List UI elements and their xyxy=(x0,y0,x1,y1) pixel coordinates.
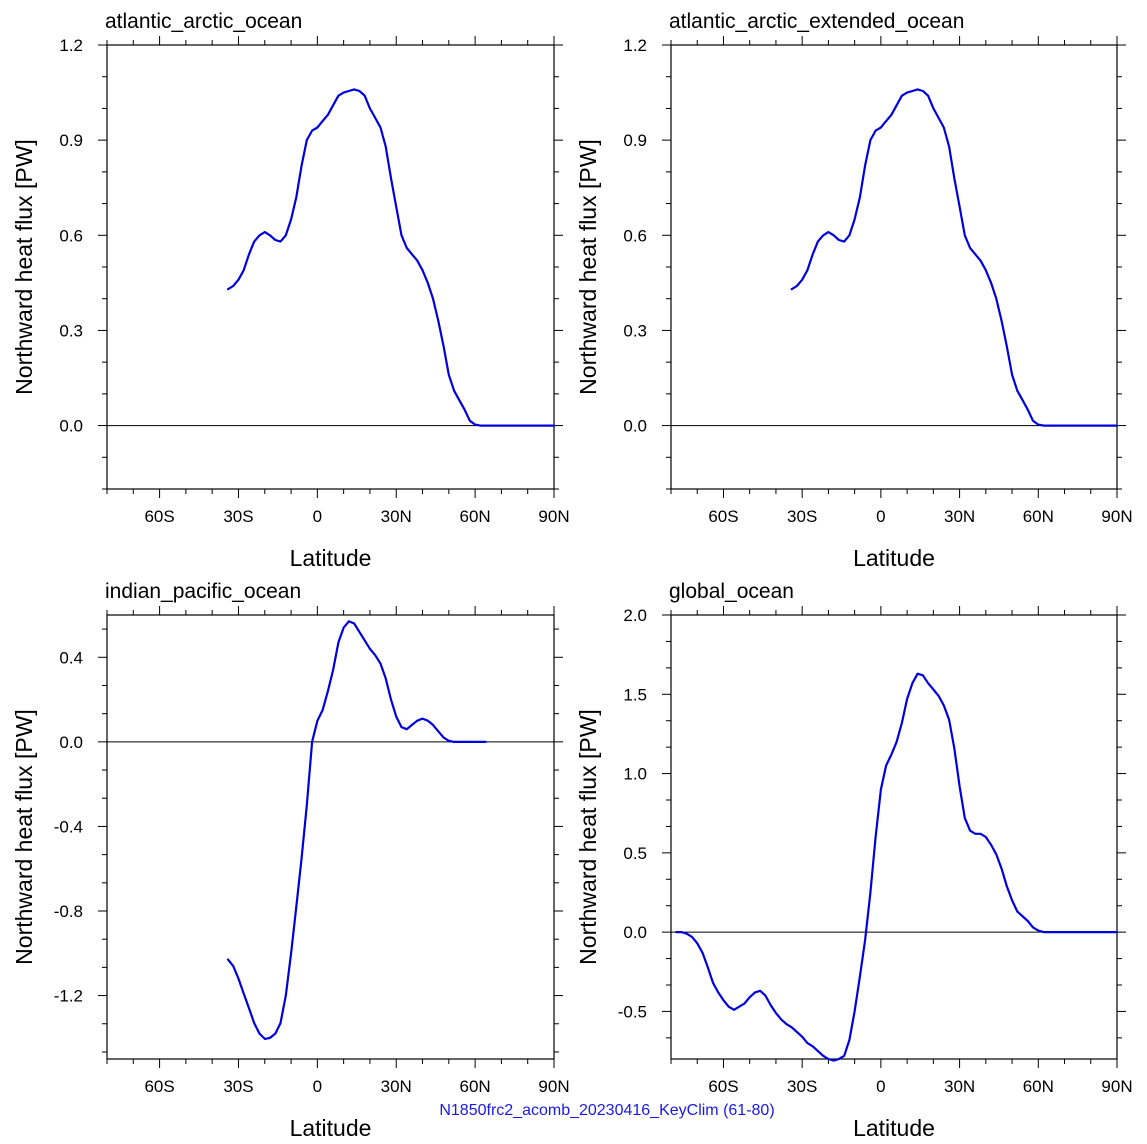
y-tick-label: 1.2 xyxy=(59,36,83,55)
y-tick-label: 0.0 xyxy=(59,733,83,752)
x-tick-label: 60S xyxy=(708,507,738,526)
x-tick-label: 30N xyxy=(944,507,975,526)
x-tick-label: 90N xyxy=(538,1077,569,1096)
series-line-1 xyxy=(226,88,556,427)
plot-frame xyxy=(670,614,1118,1060)
y-tick-label: 0.4 xyxy=(59,648,83,667)
y-tick-label: 0.9 xyxy=(623,131,647,150)
y-tick-label: -0.8 xyxy=(54,902,83,921)
y-axis-label: Northward heat flux [PW] xyxy=(11,139,37,395)
x-tick-label: 60N xyxy=(1023,1077,1054,1096)
x-tick-label: 30S xyxy=(223,1077,253,1096)
x-tick-label: 90N xyxy=(1101,507,1132,526)
y-tick-label: 0.0 xyxy=(623,923,647,942)
chart-panel-2: atlantic_arctic_extended_ocean 60S 30S 0 30N… xyxy=(575,10,1133,571)
chart-title: global_ocean xyxy=(669,580,794,603)
x-tick-label: 60S xyxy=(144,507,174,526)
y-tick-label: -1.2 xyxy=(54,987,83,1006)
x-tick-label: 30S xyxy=(787,1077,817,1096)
y-tick-label: -0.5 xyxy=(618,1002,647,1021)
x-tick-label: 90N xyxy=(1101,1077,1132,1096)
y-tick-label: 0.5 xyxy=(623,844,647,863)
y-tick-label: 0.3 xyxy=(59,321,83,340)
footer-label: N1850frc2_acomb_20230416_KeyClim (61-80) xyxy=(439,1102,774,1119)
series-line-1 xyxy=(790,88,1119,427)
series-line-1 xyxy=(675,672,1119,1062)
x-tick-label: 90N xyxy=(538,507,569,526)
x-tick-label: 30N xyxy=(381,1077,412,1096)
chart-panels: atlantic_arctic_ocean 60S 30S 0 30N 60N 90N 0.0… xyxy=(11,10,1133,1141)
x-tick-label: 60N xyxy=(460,1077,491,1096)
chart-panel-4: global_ocean 60S 30S 0 30N 60N 90N -0.5 0.0 0.5 1.… xyxy=(575,580,1133,1141)
chart-title: indian_pacific_ocean xyxy=(105,580,301,603)
chart-panel-1: atlantic_arctic_ocean 60S 30S 0 30N 60N 90N 0.0… xyxy=(11,10,570,571)
y-tick-label: 1.2 xyxy=(623,36,647,55)
x-axis-label: Latitude xyxy=(290,545,372,571)
x-tick-label: 0 xyxy=(313,1077,322,1096)
y-tick-label: 0.6 xyxy=(59,226,83,245)
chart-title: atlantic_arctic_extended_ocean xyxy=(669,10,964,33)
y-axis-label: Northward heat flux [PW] xyxy=(575,709,601,965)
x-tick-label: 60N xyxy=(1023,507,1054,526)
y-tick-label: 0.9 xyxy=(59,131,83,150)
x-tick-label: 60N xyxy=(460,507,491,526)
y-tick-label: 1.5 xyxy=(623,685,647,704)
x-tick-label: 60S xyxy=(708,1077,738,1096)
x-tick-label: 30S xyxy=(223,507,253,526)
y-tick-label: 2.0 xyxy=(623,606,647,625)
plot-frame xyxy=(106,614,555,1060)
y-tick-label: 0.3 xyxy=(623,321,647,340)
x-tick-label: 0 xyxy=(313,507,322,526)
series-line-1 xyxy=(226,620,487,1041)
y-tick-label: 1.0 xyxy=(623,765,647,784)
chart-title: atlantic_arctic_ocean xyxy=(105,10,302,33)
x-tick-label: 0 xyxy=(876,507,885,526)
chart-panel-3: indian_pacific_ocean 60S 30S 0 30N 60N 90N -1.2… xyxy=(11,580,570,1141)
y-axis-label: Northward heat flux [PW] xyxy=(575,139,601,395)
x-axis-label: Latitude xyxy=(853,1115,935,1141)
y-axis-label: Northward heat flux [PW] xyxy=(11,709,37,965)
y-tick-label: 0.6 xyxy=(623,226,647,245)
y-tick-label: 0.0 xyxy=(623,417,647,436)
x-tick-label: 30N xyxy=(381,507,412,526)
x-tick-label: 30N xyxy=(944,1077,975,1096)
x-tick-label: 60S xyxy=(144,1077,174,1096)
x-axis-label: Latitude xyxy=(853,545,935,571)
y-tick-label: 0.0 xyxy=(59,417,83,436)
x-tick-label: 30S xyxy=(787,507,817,526)
y-tick-label: -0.4 xyxy=(54,817,83,836)
x-tick-label: 0 xyxy=(876,1077,885,1096)
x-axis-label: Latitude xyxy=(290,1115,372,1141)
